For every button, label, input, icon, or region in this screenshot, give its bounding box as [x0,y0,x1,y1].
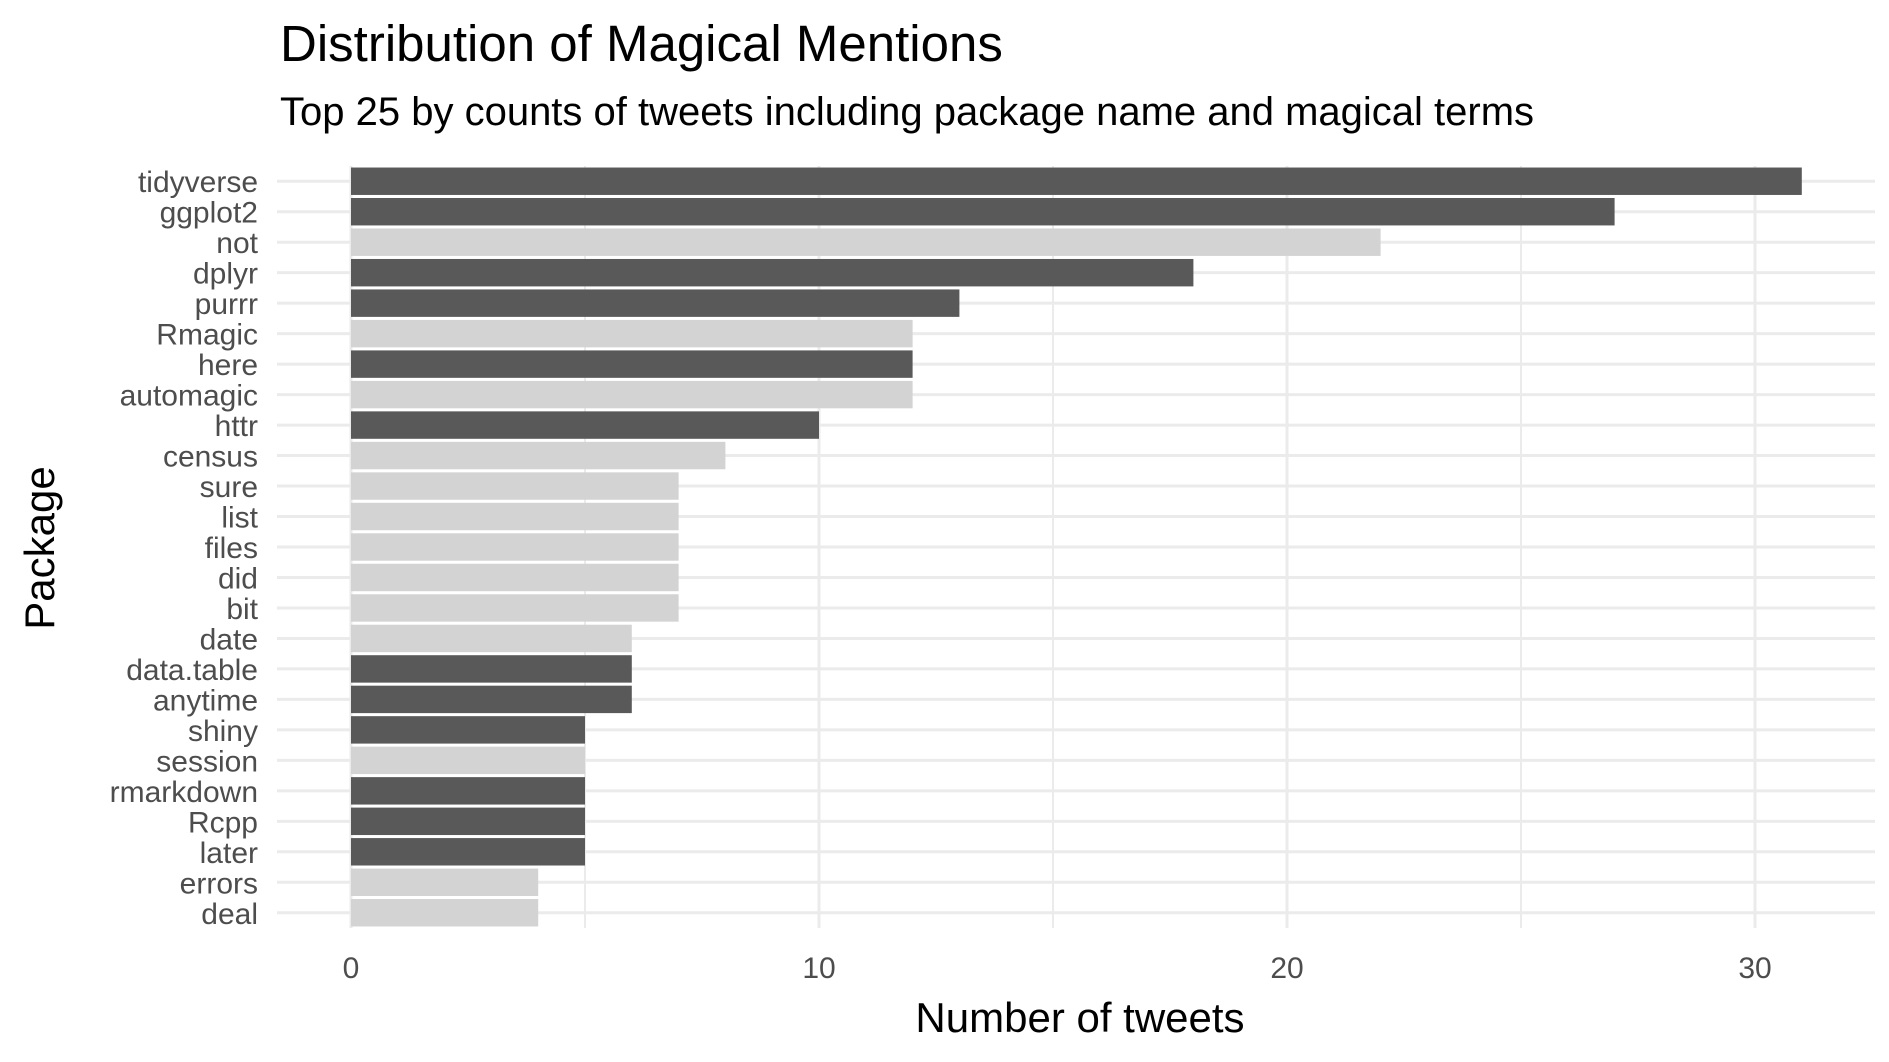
y-tick-label: date [200,623,258,656]
y-tick-label: here [198,349,258,382]
y-tick-label: httr [215,410,258,443]
y-tick-label: ggplot2 [160,197,258,230]
y-tick-label: files [205,532,258,565]
y-tick-label: errors [180,867,258,900]
bar-not [351,228,1381,256]
bar-census [351,441,726,470]
y-tick-label: bit [226,593,258,626]
y-axis-title: Package [16,466,63,630]
x-tick-label: 0 [343,952,360,985]
y-tick-label: anytime [153,684,258,717]
bar-rcpp [351,807,585,836]
x-axis-title: Number of tweets [915,994,1245,1041]
y-tick-label: dplyr [193,258,258,291]
y-tick-label: deal [201,898,258,931]
y-tick-label: later [200,837,258,870]
bar-date [351,624,632,653]
bar-sure [351,472,679,500]
y-tick-label: tidyverse [138,166,258,199]
bar-session [351,746,585,775]
y-tick-label: Rcpp [188,806,258,839]
bar-dplyr [351,258,1194,287]
bar-purrr [351,289,960,317]
y-tick-label: session [156,745,258,778]
bar-later [351,838,585,866]
bar-rmarkdown [351,777,585,805]
bar-shiny [351,716,585,744]
chart-subtitle: Top 25 by counts of tweets including pac… [280,90,1535,134]
y-tick-label: rmarkdown [110,776,258,809]
x-tick-label: 30 [1738,952,1771,985]
x-tick-label: 10 [802,952,835,985]
bar-did [351,563,679,592]
bar-deal [351,899,539,927]
bar-files [351,533,679,561]
bar-tidyverse [351,167,1802,195]
bar-anytime [351,685,632,714]
y-tick-label: purrr [195,288,258,321]
bar-automagic [351,380,913,409]
bar-rmagic [351,319,913,348]
bar-httr [351,411,819,439]
y-tick-label: data.table [126,654,258,687]
y-tick-label: list [221,502,258,535]
bar-here [351,350,913,378]
bar-ggplot2 [351,198,1615,226]
y-tick-label: shiny [188,715,258,748]
bar-errors [351,868,539,896]
y-tick-label: sure [200,471,258,504]
y-tick-label: census [163,441,258,474]
y-tick-label: Rmagic [156,319,258,352]
bar-data-table [351,655,632,683]
bar-bit [351,594,679,622]
chart-title: Distribution of Magical Mentions [280,15,1003,72]
y-tick-label: automagic [120,380,258,413]
y-tick-label: did [218,562,258,595]
y-tick-label: not [216,227,258,260]
x-tick-label: 20 [1270,952,1303,985]
bar-list [351,502,679,531]
